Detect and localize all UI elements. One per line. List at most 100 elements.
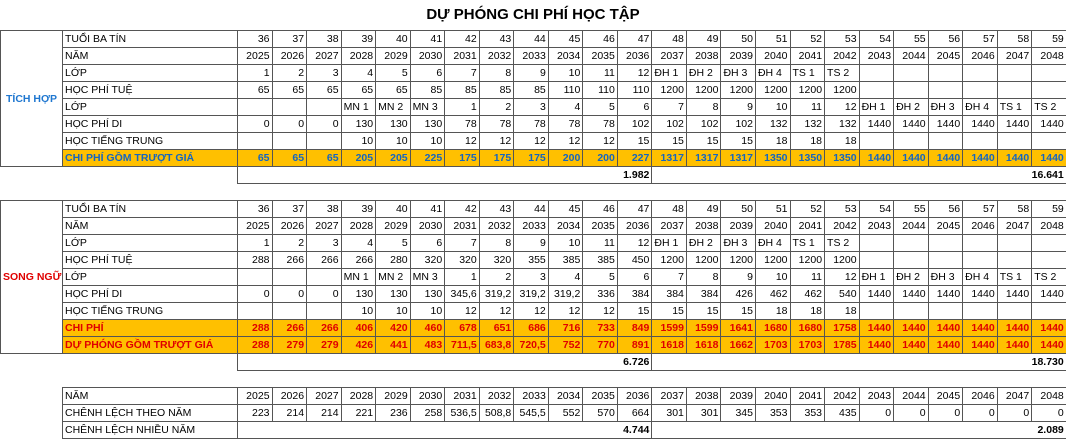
data-cell: 57 [962,30,998,48]
data-row: LỚP 1 2 3 4 5 6 7 8 9 10 11 12 ĐH 1 ĐH 2 ĐH 3 ĐH 4 TS 1 TS… [1,64,1066,82]
data-cell: 41 [409,30,446,48]
data-cell: 683,8 [478,336,515,354]
data-cell: 2031 [444,47,480,65]
data-cell: 336 [582,285,618,303]
data-cell: 319,2 [478,285,515,303]
data-cell: 6 [616,268,653,286]
total-value: 18.730 [651,353,1066,371]
empty-cell [237,302,273,320]
data-cell: 0 [962,404,998,422]
data-row: HỌC TIẾNG TRUNG 10 10 10 12 12 12 12 12 15 15 15 15 1… [1,132,1066,150]
row-label: NĂM [62,47,238,65]
data-cell: 1599 [685,319,722,337]
data-cell: 65 [237,81,273,99]
data-cell: 1440 [893,336,929,354]
data-cell: 2028 [340,387,377,405]
data-cell: 3 [306,64,342,82]
data-cell: 1641 [720,319,756,337]
data-cell: 4 [547,268,584,286]
data-cell: 214 [271,404,308,422]
group-label: TÍCH HỢP [0,30,63,167]
data-cell: 1200 [685,251,722,269]
data-cell: 78 [582,115,618,133]
empty-cell [1031,251,1066,269]
data-cell: 65 [271,81,308,99]
empty-cell [1031,302,1066,320]
data-cell: 2040 [754,387,791,405]
data-cell: 1599 [651,319,687,337]
data-cell: 47 [616,200,653,218]
data-cell: 11 [789,268,826,286]
data-cell: 0 [858,404,895,422]
data-row: NĂM 2025 2026 2027 2028 2029 2030 2031 2032 2033 2… [1,217,1066,235]
data-cell: 2029 [375,47,411,65]
data-cell: 7 [444,64,480,82]
data-cell: 540 [824,285,860,303]
data-cell: 2033 [513,47,549,65]
data-cell: 85 [409,81,446,99]
data-cell: 355 [513,251,549,269]
data-cell: 130 [409,115,446,133]
data-cell: 45 [547,200,584,218]
data-cell: 40 [375,30,411,48]
data-cell: 0 [271,115,308,133]
data-cell: 102 [651,115,687,133]
empty-cell [306,132,342,150]
data-cell: 460 [409,319,446,337]
data-cell: 2036 [616,217,653,235]
data-cell: 2038 [685,387,722,405]
data-cell: 200 [582,149,618,167]
empty-cell [858,234,895,252]
data-cell: 58 [996,200,1033,218]
data-cell: 2046 [962,387,998,405]
data-cell: 130 [375,115,411,133]
data-cell: 279 [271,336,308,354]
data-cell: 10 [340,132,377,150]
data-cell: 1440 [1031,319,1066,337]
data-cell: 2025 [237,387,273,405]
data-cell: 2044 [893,217,929,235]
total-value: 6.726 [236,353,653,371]
data-cell: 2040 [754,217,791,235]
data-cell: 7 [444,234,480,252]
data-cell: 85 [444,81,480,99]
data-row: HỌC PHÍ TUỆ 288 266 266 266 280 320 320 320 355 38… [1,251,1066,269]
data-cell: 1618 [685,336,722,354]
data-cell: 37 [271,30,308,48]
data-cell: 1440 [1031,149,1066,167]
empty-row [1,184,1066,201]
data-cell: 205 [375,149,411,167]
data-cell: 1440 [927,285,964,303]
data-cell: 1703 [789,336,826,354]
data-cell: 102 [685,115,722,133]
data-cell: 132 [824,115,860,133]
empty-cell [927,64,964,82]
empty-cell [1031,81,1066,99]
row-label: LỚP [62,64,238,82]
empty-cell [237,98,273,116]
data-cell: 132 [789,115,826,133]
data-cell: 18 [754,302,791,320]
data-cell: 2048 [1031,47,1066,65]
data-cell: 0 [1031,404,1066,422]
empty-cell [858,302,895,320]
data-cell: 11 [789,98,826,116]
empty-cell [996,81,1033,99]
empty-cell [1,422,63,439]
data-cell: 42 [444,30,480,48]
data-cell: 49 [685,200,722,218]
data-cell: 130 [409,285,446,303]
empty-cell [996,132,1033,150]
row-label: NĂM [62,217,238,235]
data-cell: 175 [478,149,515,167]
data-cell: 2033 [513,387,549,405]
row-label: LỚP [62,268,238,286]
empty-cell [996,251,1033,269]
empty-cell [271,268,308,286]
data-row: LỚP MN 1 MN 2 MN 3 1 2 3 4 5 6 7 8 9 10 11 12 ĐH 1 ĐH 2 ĐH… [1,268,1066,286]
data-cell: 2044 [893,387,929,405]
data-cell: 1200 [754,81,791,99]
data-cell: 1200 [720,251,756,269]
data-cell: 716 [547,319,584,337]
data-cell: 1785 [824,336,860,354]
